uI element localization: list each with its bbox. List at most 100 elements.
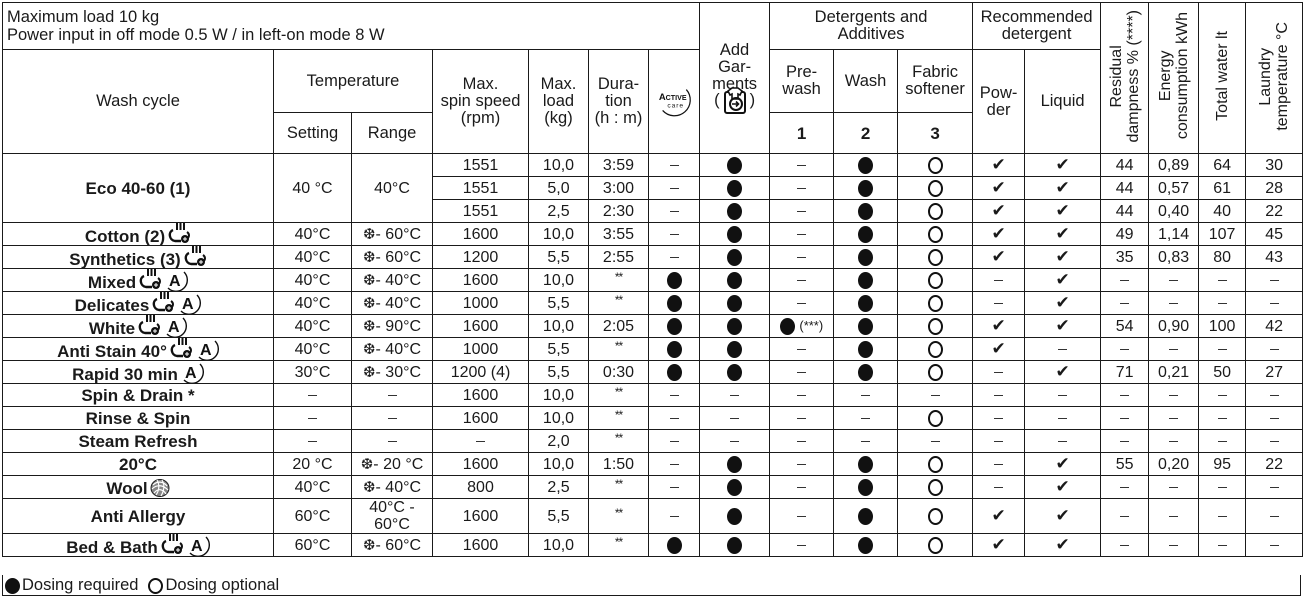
- load-cell-value: 2,0: [547, 432, 570, 450]
- laundry-temp-cell: [1245, 533, 1304, 557]
- laundry-temp-cell: [1245, 475, 1304, 499]
- liquid-check-icon: ✔: [1055, 201, 1070, 220]
- add-garments-dosing-required-icon: [727, 179, 743, 197]
- duration-cell: **: [588, 406, 649, 430]
- powder-label-1: Pow-: [979, 83, 1018, 102]
- spin-speed-cell: 1600: [432, 498, 529, 534]
- liquid-check-icon: ✔: [1055, 247, 1070, 266]
- softener-cell: [897, 291, 974, 315]
- powder-cell: [972, 452, 1026, 476]
- duration-cell-value: 1:50: [602, 455, 635, 473]
- water-cell-value: 40: [1213, 202, 1231, 220]
- spin-label-1: Max.: [462, 75, 499, 93]
- energy-cell: 0,83: [1148, 245, 1200, 269]
- prewash-not-applicable: [797, 164, 807, 167]
- temperature-range-cell: 40°C -60°C: [351, 498, 433, 534]
- active-care-header: ACTIVE care: [647, 49, 701, 154]
- svg-text:A: A: [168, 319, 180, 336]
- active-care-dosing-required-icon: [666, 340, 682, 358]
- liquid-check-icon: ✔: [1055, 224, 1070, 243]
- laundry-temp-cell-value: 45: [1265, 225, 1283, 243]
- load-cell: 10,0: [528, 222, 589, 246]
- powder-cell: [972, 383, 1026, 407]
- load-cell: 2,0: [528, 429, 589, 453]
- softener-cell: [897, 360, 974, 384]
- liquid-not-applicable: [1058, 348, 1068, 351]
- setting-value: 40°C: [294, 340, 331, 358]
- wash-dosing-required-icon: [858, 340, 874, 358]
- laundry-temperature-header: Laundry temperature °C: [1245, 2, 1304, 154]
- prewash-not-applicable: [797, 394, 807, 397]
- residual-dampness-cell: 44: [1100, 176, 1150, 200]
- energy-cell-not-applicable: [1169, 486, 1179, 489]
- prewash-not-applicable: [797, 210, 807, 213]
- laundry-temp-cell: 27: [1245, 360, 1304, 384]
- laundry-temp-cell-not-applicable: [1269, 348, 1279, 351]
- prewash-not-applicable: [797, 515, 807, 518]
- softener-dosing-optional-icon: [927, 507, 943, 525]
- cold-snowflake-icon: ❆: [362, 294, 376, 312]
- active-care-cell: [647, 452, 701, 476]
- temperature-setting-cell: 40°C: [273, 475, 352, 499]
- water-cell-not-applicable: [1217, 417, 1227, 420]
- load-cell: 5,5: [528, 337, 589, 361]
- spin-speed-cell-not-applicable: [476, 440, 485, 443]
- residual-dampness-cell: [1100, 475, 1150, 499]
- liquid-not-applicable: [1058, 394, 1068, 397]
- residual-dampness-cell: [1100, 498, 1150, 534]
- add-garments-dosing-required-icon: [727, 271, 743, 289]
- water-cell: 40: [1198, 199, 1247, 223]
- softener-dosing-optional-icon: [927, 248, 943, 266]
- residual-dampness-cell-not-applicable: [1120, 302, 1130, 305]
- svg-text:A: A: [182, 296, 194, 313]
- wash-cycle-label: Delicates: [74, 296, 150, 315]
- active-care-cell: [647, 245, 701, 269]
- detergents-label-2: Additives: [837, 25, 905, 43]
- wash-cycle-label: Eco 40-60 (1): [85, 178, 191, 198]
- powder-check-icon: ✔: [991, 339, 1006, 358]
- wash-cycle-label: Cotton (2): [84, 227, 166, 246]
- setting-value: 40°C: [294, 294, 331, 312]
- powder-cell: [972, 360, 1026, 384]
- temperature-setting-cell: 40°C: [273, 337, 352, 361]
- table-row: Delicates A 40°C ❆- 40°C 1000 5,5 ** ✔: [2, 291, 1304, 315]
- add-garments-cell: [699, 337, 771, 361]
- prewash-not-applicable: [797, 279, 807, 282]
- powder-cell: ✔: [972, 153, 1026, 177]
- dosing-required-label: Dosing required: [22, 576, 139, 594]
- add-garments-dosing-required-icon: [727, 507, 743, 525]
- softener-dosing-optional-icon: [927, 455, 943, 473]
- water-cell-not-applicable: [1217, 515, 1227, 518]
- temperature-setting-cell: 60°C: [273, 533, 352, 557]
- prewash-not-applicable: [797, 544, 807, 547]
- spin-speed-cell-value: 1000: [462, 294, 499, 312]
- cold-snowflake-icon: ❆: [362, 536, 376, 554]
- water-cell-value: 95: [1213, 455, 1231, 473]
- temperature-range-cell: ❆- 60°C: [351, 533, 433, 557]
- liquid-not-applicable: [1058, 440, 1068, 443]
- range-value: - 40°C: [375, 340, 422, 358]
- spin-label-2: spin speed: [440, 92, 521, 110]
- wash-cycle-name: Bed & Bath A: [2, 533, 274, 557]
- water-cell: 95: [1198, 452, 1247, 476]
- duration-cell-value: **: [614, 338, 623, 353]
- wash-cycle-label: 20°C: [119, 454, 157, 474]
- residual-dampness-cell-value: 44: [1115, 156, 1134, 174]
- svg-text:A: A: [200, 342, 212, 359]
- softener-dosing-optional-icon: [927, 409, 943, 427]
- residual-dampness-cell-not-applicable: [1120, 394, 1130, 397]
- water-cell: 61: [1198, 176, 1247, 200]
- spin-speed-cell-value: 1600: [462, 507, 499, 525]
- active-care-not-applicable: [669, 440, 679, 443]
- softener-cell: [897, 383, 974, 407]
- liquid-cell: ✔: [1024, 360, 1102, 384]
- active-care-cell: [647, 475, 701, 499]
- auto-dose-icon: A: [180, 294, 202, 314]
- water-cell-value: 107: [1208, 225, 1236, 243]
- powder-check-icon: ✔: [991, 155, 1006, 174]
- duration-cell-value: 0:30: [602, 363, 635, 381]
- active-care-cell: [647, 199, 701, 223]
- softener-dosing-optional-icon: [927, 225, 943, 243]
- liquid-cell: ✔: [1024, 498, 1102, 534]
